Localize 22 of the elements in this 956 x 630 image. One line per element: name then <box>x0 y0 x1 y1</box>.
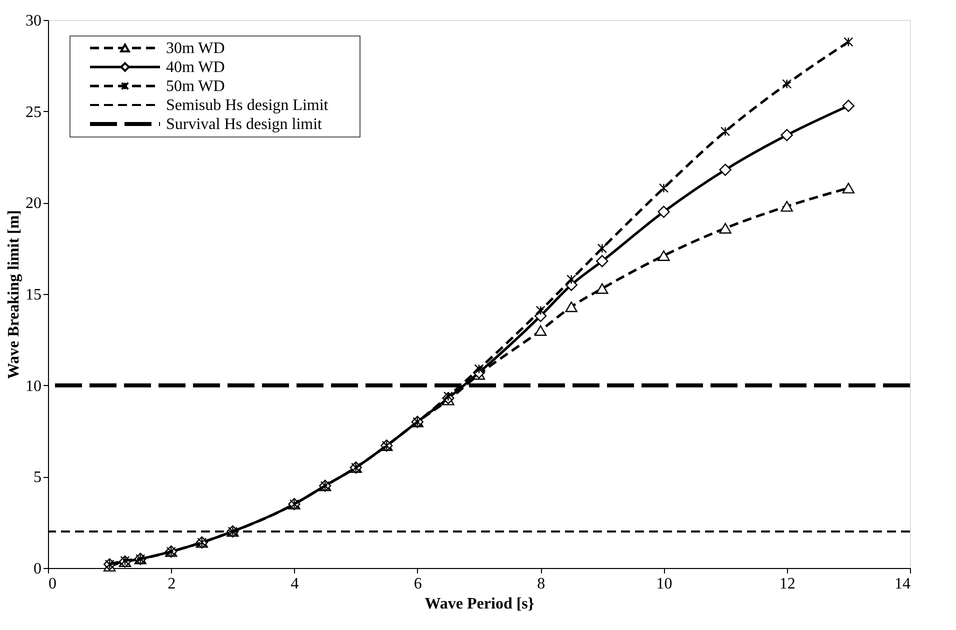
y-tick-label: 5 <box>34 469 42 486</box>
x-tick-label: 8 <box>537 576 546 592</box>
legend-label: 40m WD <box>166 59 225 76</box>
x-axis-title: Wave Period [s} <box>424 596 534 612</box>
y-tick-label: 25 <box>26 104 42 121</box>
y-tick-label: 30 <box>26 12 42 30</box>
y-axis-title: Wave Breaking limit [m] <box>6 210 22 380</box>
x-tick-label: 6 <box>414 576 422 592</box>
x-tick-label: 0 <box>48 576 56 592</box>
y-tick-label: 0 <box>34 560 42 578</box>
legend-label: 30m WD <box>166 40 225 57</box>
legend-label: Survival Hs design limit <box>166 116 323 133</box>
y-tick-label: 20 <box>26 195 42 212</box>
y-tick-label: 15 <box>26 286 42 304</box>
legend-label: Semisub Hs design Limit <box>166 97 329 114</box>
x-tick-label: 2 <box>168 576 176 592</box>
x-tick-label: 12 <box>779 576 796 592</box>
legend-label: 50m WD <box>166 78 225 95</box>
x-tick-label: 4 <box>290 576 299 592</box>
x-tick-label: 10 <box>656 576 672 592</box>
x-tick-label: 14 <box>894 576 910 592</box>
y-tick-label: 10 <box>26 378 42 395</box>
